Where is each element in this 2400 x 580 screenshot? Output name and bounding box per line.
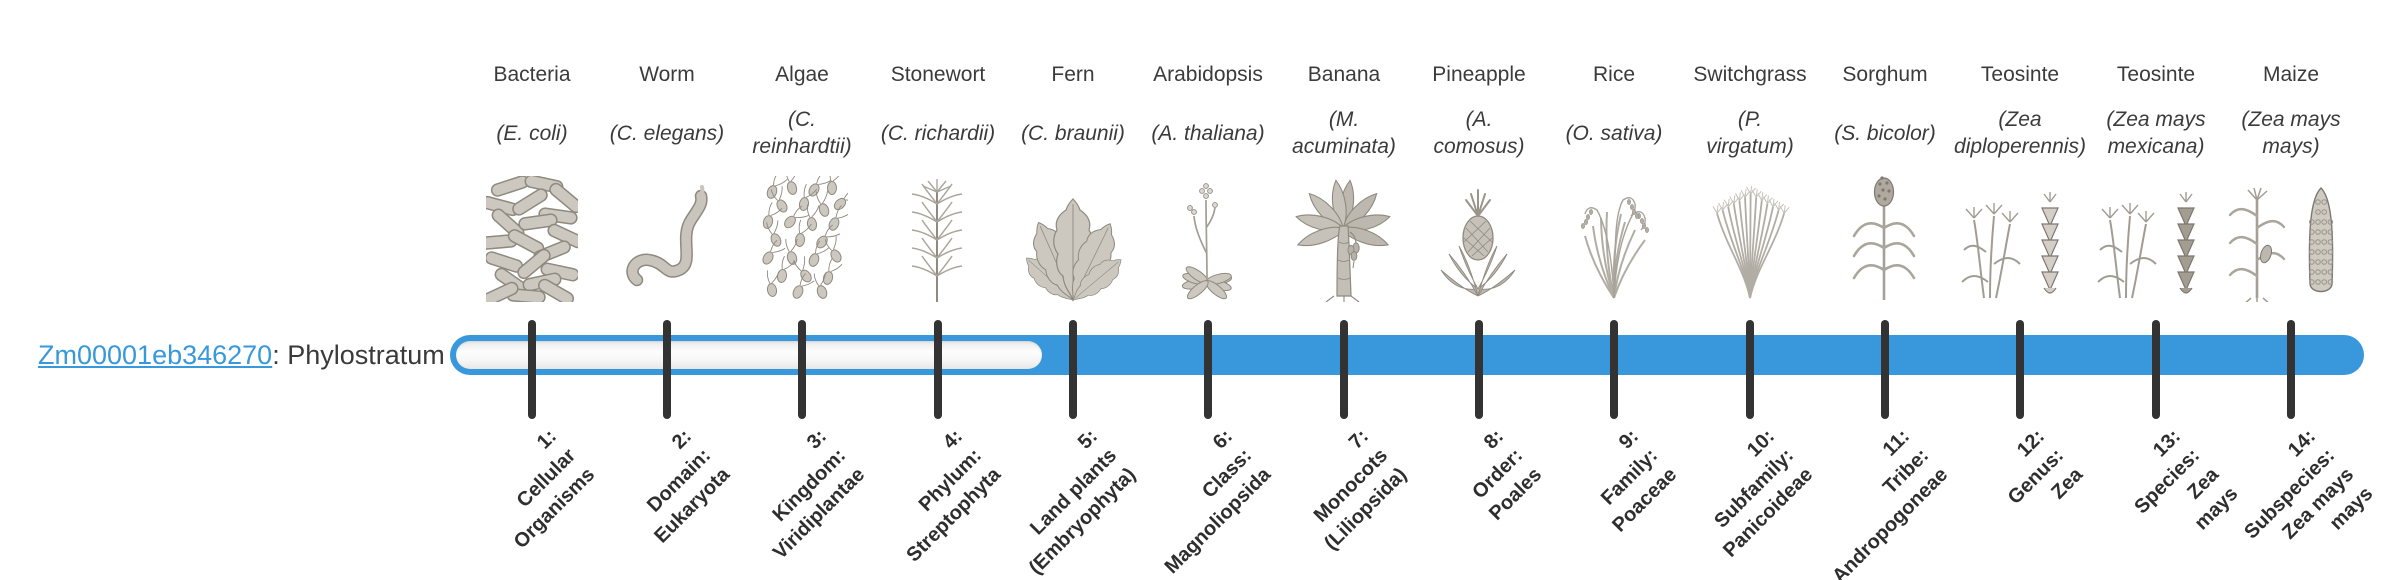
stratum-label-wrap: 14: Subspecies: Zea mays mays [2063,424,2377,543]
stratum-tick [1340,320,1348,419]
species-name-wrap: (P. virgatum) [1655,96,1845,170]
stratum-tick [2016,320,2024,419]
species-name-wrap: (O. sativa) [1519,96,1709,170]
stratum-tick [2152,320,2160,419]
organism-name: Rice [1592,63,1635,86]
stratum-tick [798,320,806,419]
species-name: (C. braunii) [1021,121,1125,145]
organism-name: Sorghum [1842,63,1928,86]
rice-illustration [1538,172,1690,302]
stratum-tick [1881,320,1889,419]
organism-name: Bacteria [493,63,571,86]
species-name-wrap: (M. acuminata) [1249,96,1439,170]
stonewort-illustration [862,172,1014,302]
species-name: (S. bicolor) [1834,121,1936,145]
species-name: (C. reinhardtii) [752,108,852,158]
organism-name: Arabidopsis [1153,63,1263,86]
species-name: (O. sativa) [1565,121,1663,145]
organism-name: Banana [1307,63,1381,86]
species-name-wrap: (Zea mays mexicana) [2061,96,2251,170]
species-name: (C. elegans) [609,121,725,145]
organism-name: Fern [1051,63,1095,86]
species-name-wrap: (S. bicolor) [1790,96,1980,170]
stratum-tick [528,320,536,419]
gene-label: Zm00001eb346270: Phylostratum 5 [38,339,467,371]
maize-illustration [2215,172,2367,302]
species-name-wrap: (Zea mays mays) [2196,96,2386,170]
stratum-tick [2287,320,2295,419]
gene-annotation: : Phylostratum 5 [272,340,468,370]
species-name: (Zea mays mays) [2241,108,2341,158]
organism-name: Teosinte [2116,63,2196,86]
phylostratum-bar-unfilled-region [456,341,1042,369]
stratum-tick [1746,320,1754,419]
stratum-tick [1475,320,1483,419]
stratum-tick [663,320,671,419]
phylostratum-bar [450,335,2364,375]
algae-illustration [726,172,878,302]
species-name: (Zea mays mexicana) [2106,108,2206,158]
species-name: (A. thaliana) [1151,121,1265,145]
species-name-wrap: (C. braunii) [978,96,1168,170]
organism-name: Algae [775,63,829,86]
bacteria-illustration [456,172,608,302]
organism-name: Stonewort [890,63,986,86]
teosinte-diploperennis-illustration [1944,172,2096,302]
species-name-wrap: (A. comosus) [1384,96,1574,170]
sorghum-illustration [1809,172,1961,302]
species-name-wrap: (A. thaliana) [1113,96,1303,170]
species-name: (A. comosus) [1433,108,1525,158]
species-name-wrap: (C. elegans) [572,96,762,170]
gene-id-link[interactable]: Zm00001eb346270 [38,340,273,370]
species-name: (Zea diploperennis) [1954,108,2086,158]
stratum-tick [934,320,942,419]
fern-illustration [997,172,1149,302]
stratum-tick [1069,320,1077,419]
organism-name: Worm [639,63,695,86]
species-name-wrap: (Zea diploperennis) [1925,96,2115,170]
stratum-label: 14: Subspecies: Zea mays mays [2240,425,2378,544]
species-name: (C. richardii) [880,121,996,145]
worm-illustration [591,172,743,302]
banana-illustration [1268,172,1420,302]
species-name: (P. virgatum) [1706,108,1794,158]
species-name-wrap: (E. coli) [437,96,627,170]
stratum-tick [1610,320,1618,419]
switchgrass-illustration [1674,172,1826,302]
species-name-wrap: (C. reinhardtii) [707,96,897,170]
species-name-wrap: (C. richardii) [843,96,1033,170]
organism-name: Switchgrass [1693,63,1807,86]
species-name: (M. acuminata) [1292,108,1396,158]
organism-name: Maize [2262,63,2320,86]
teosinte-mexicana-illustration [2080,172,2232,302]
organism-name: Teosinte [1980,63,2060,86]
pineapple-illustration [1403,172,1555,302]
species-name: (E. coli) [496,121,568,145]
arabidopsis-illustration [1132,172,1284,302]
stratum-tick [1204,320,1212,419]
organism-name: Pineapple [1432,63,1526,86]
